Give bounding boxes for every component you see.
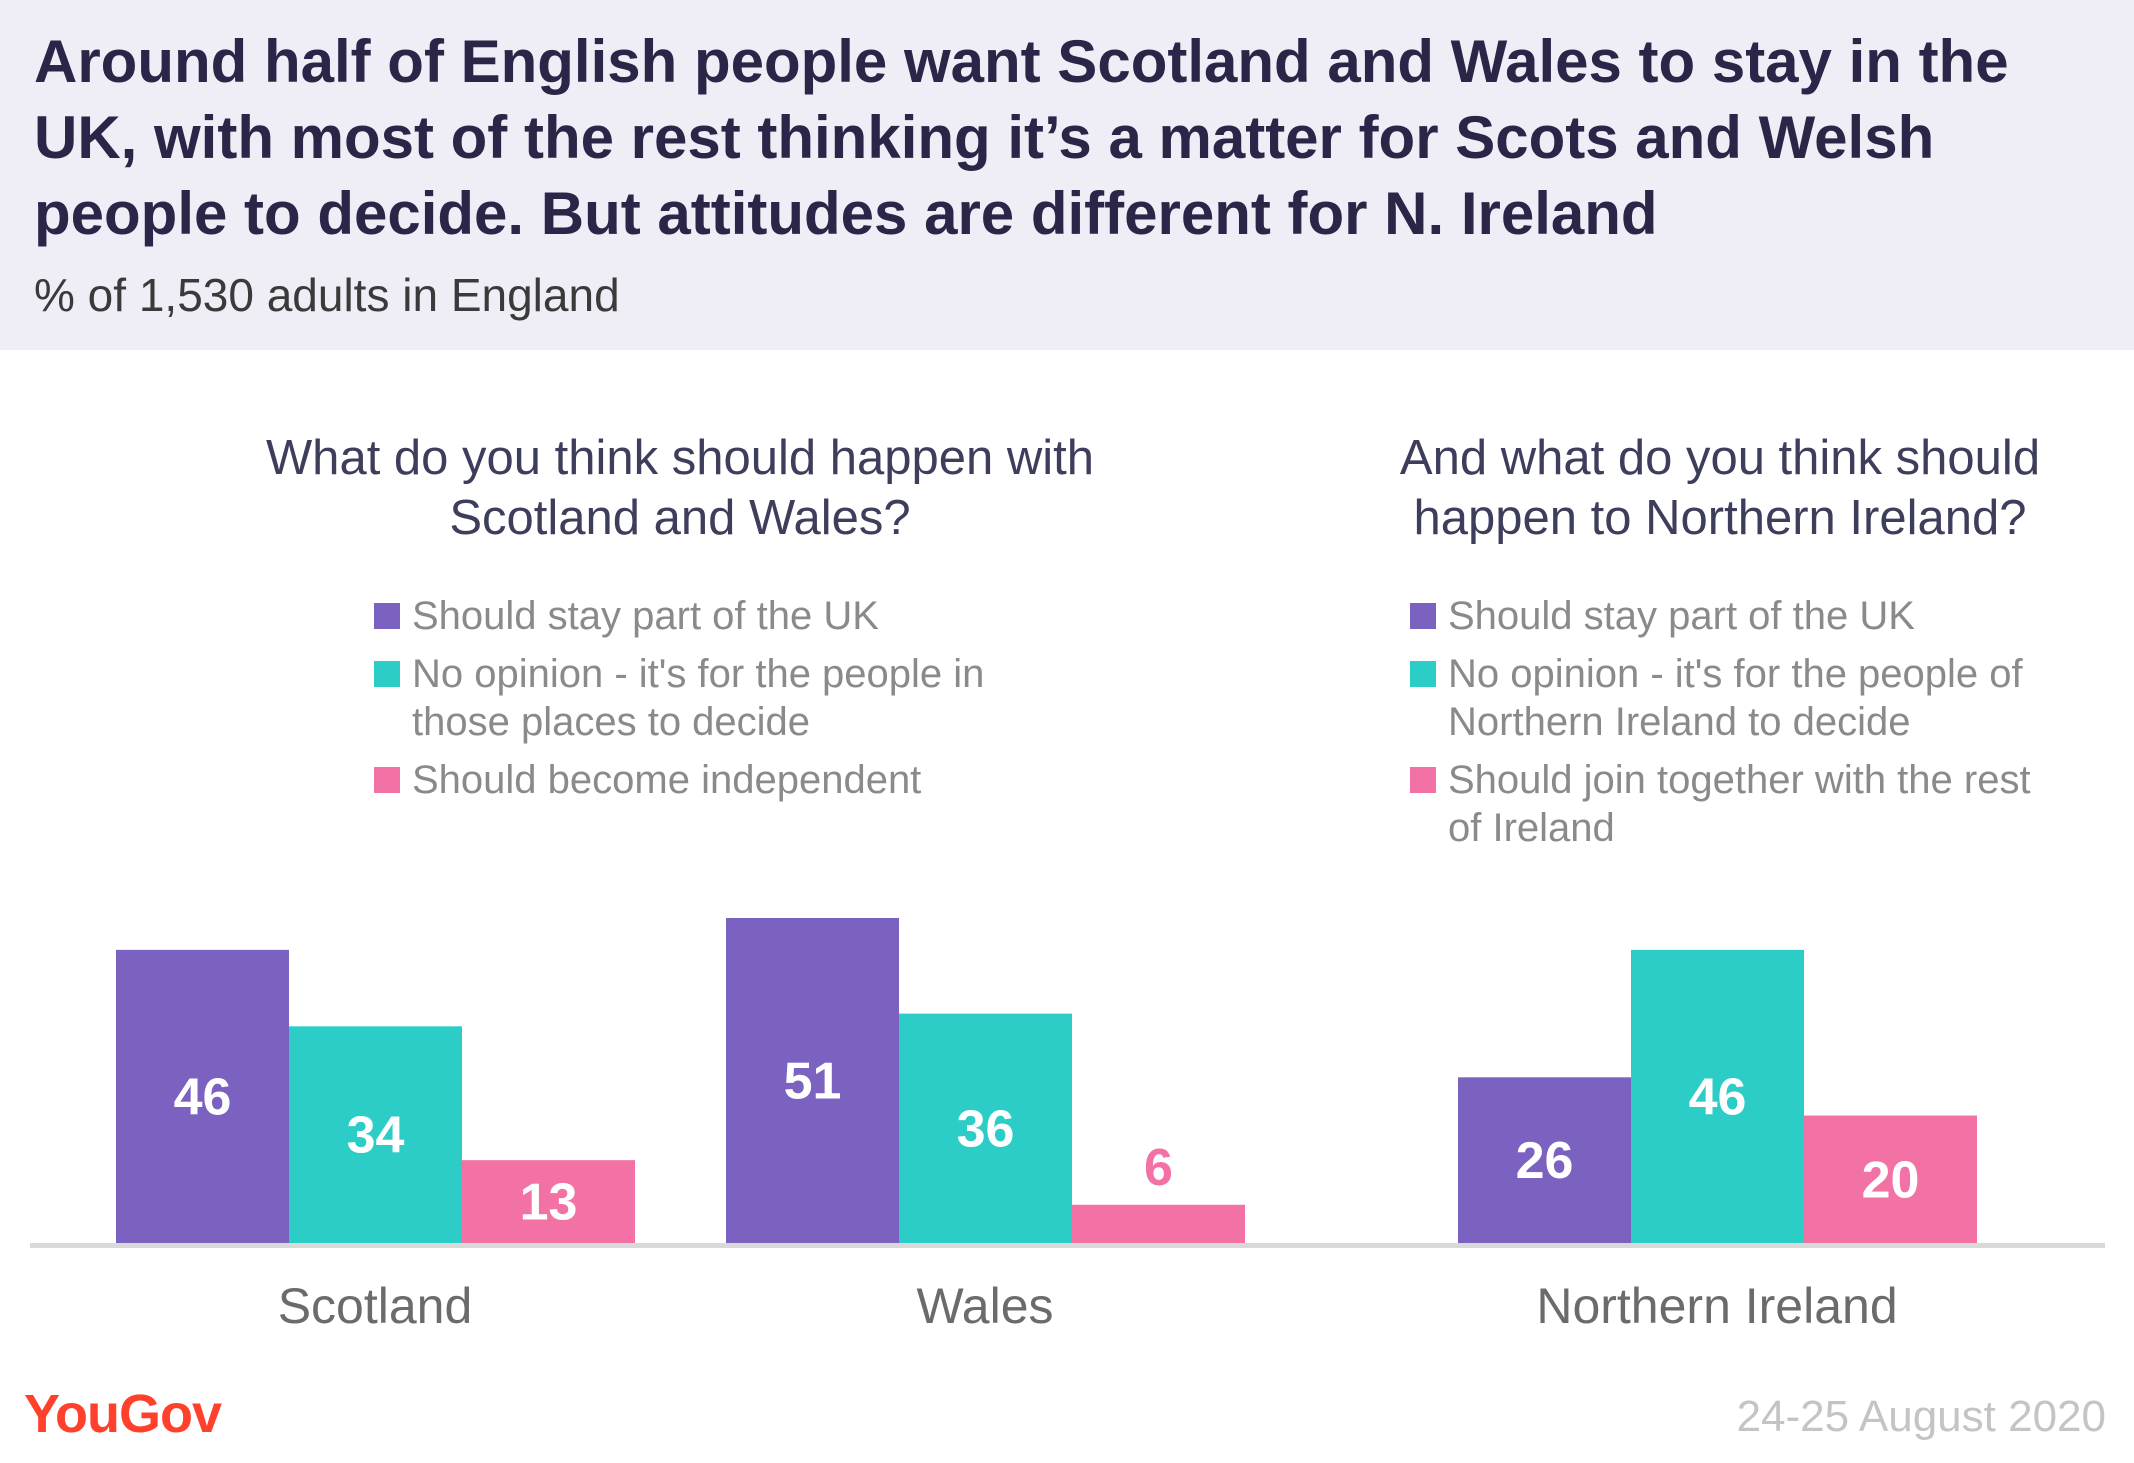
- chart-title: Around half of English people want Scotl…: [34, 28, 2009, 247]
- bar: [289, 1026, 462, 1243]
- survey-date: 24-25 August 2020: [1736, 1392, 2106, 1441]
- header-band: Around half of English people want Scotl…: [0, 0, 2134, 350]
- legend-swatch-join-ireland: [1410, 767, 1436, 793]
- category-label: Wales: [916, 1278, 1053, 1334]
- legend-item-no-opinion: No opinion - it's for the people of Nort…: [1410, 650, 2050, 746]
- question-scotland-wales: What do you think should happen with Sco…: [265, 431, 1095, 545]
- bar: [1631, 949, 1804, 1243]
- legend-item-stay: Should stay part of the UK: [374, 592, 1014, 640]
- yougov-logo: YouGov: [24, 1384, 222, 1444]
- legend-item-join-ireland: Should join together with the rest of Ir…: [1410, 756, 2050, 852]
- bar: [462, 1160, 635, 1243]
- legend-swatch-stay: [1410, 603, 1436, 629]
- data-label: 34: [347, 1107, 405, 1165]
- legend-item-independent: Should become independent: [374, 756, 1014, 804]
- x-axis-baseline: [30, 1243, 2105, 1248]
- data-label: 51: [784, 1053, 842, 1111]
- chart-subtitle: % of 1,530 adults in England: [34, 269, 620, 321]
- bar: [1072, 1204, 1245, 1243]
- category-label: Northern Ireland: [1536, 1278, 1897, 1334]
- legend-label: Should stay part of the UK: [1448, 594, 1915, 638]
- legend-item-no-opinion: No opinion - it's for the people in thos…: [374, 650, 1014, 746]
- bar: [116, 949, 289, 1243]
- data-label: 36: [957, 1100, 1015, 1158]
- legend-item-stay: Should stay part of the UK: [1410, 592, 2050, 640]
- bar: [726, 918, 899, 1243]
- data-label: 6: [1144, 1139, 1173, 1197]
- legend-swatch-no-opinion: [374, 661, 400, 687]
- data-label: 46: [1689, 1068, 1747, 1126]
- legend-swatch-no-opinion: [1410, 661, 1436, 687]
- legend-swatch-independent: [374, 767, 400, 793]
- bar: [899, 1013, 1072, 1243]
- bar: [1804, 1115, 1977, 1243]
- legend-label: No opinion - it's for the people of Nort…: [1448, 652, 2023, 744]
- question-northern-ireland: And what do you think should happen to N…: [1399, 431, 2041, 545]
- legend-label: Should stay part of the UK: [412, 594, 879, 638]
- data-label: 46: [174, 1068, 232, 1126]
- bar: [1458, 1077, 1631, 1243]
- legend-northern-ireland: Should stay part of the UK No opinion - …: [1410, 592, 2050, 862]
- data-label: 13: [520, 1174, 578, 1232]
- category-label: Scotland: [278, 1278, 473, 1334]
- legend-swatch-stay: [374, 603, 400, 629]
- legend-label: No opinion - it's for the people in thos…: [412, 652, 985, 744]
- data-label: 20: [1862, 1151, 1920, 1209]
- legend-scotland-wales: Should stay part of the UK No opinion - …: [374, 592, 1014, 814]
- data-label: 26: [1516, 1132, 1574, 1190]
- legend-label: Should become independent: [412, 758, 922, 802]
- legend-label: Should join together with the rest of Ir…: [1448, 758, 2031, 850]
